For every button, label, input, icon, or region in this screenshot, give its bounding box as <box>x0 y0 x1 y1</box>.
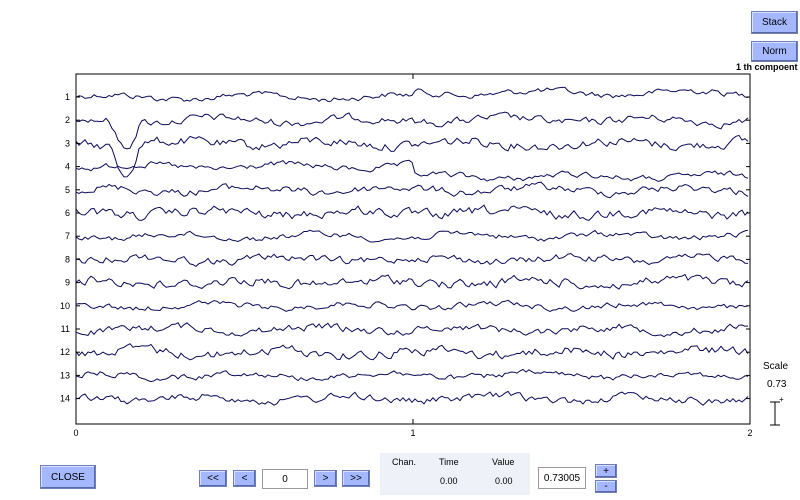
page-input[interactable]: 0 <box>262 469 308 489</box>
channel-label-12: 12 <box>60 347 70 357</box>
scale-decrease-button[interactable]: - <box>595 480 617 493</box>
close-button[interactable]: CLOSE <box>40 465 96 489</box>
prev-page-button[interactable]: < <box>233 470 256 487</box>
last-page-button[interactable]: >> <box>342 470 370 487</box>
channel-label-7: 7 <box>65 231 70 241</box>
channel-label-1: 1 <box>65 92 70 102</box>
channel-trace-2 <box>75 111 749 150</box>
chan-header: Chan. <box>392 457 417 467</box>
channel-trace-5 <box>75 181 749 199</box>
time-tick-label-1: 1 <box>410 428 415 438</box>
channel-trace-4 <box>75 159 749 182</box>
channel-label-6: 6 <box>65 208 70 218</box>
channel-label-11: 11 <box>61 324 70 334</box>
channel-trace-8 <box>75 253 749 268</box>
plot-frame <box>75 73 751 425</box>
time-header: Time <box>439 457 459 467</box>
channel-trace-10 <box>75 299 749 312</box>
time-tick-label-2: 2 <box>747 428 752 438</box>
value-header: Value <box>492 457 515 467</box>
svg-text:+: + <box>779 395 784 404</box>
channel-label-14: 14 <box>60 394 70 404</box>
channel-trace-1 <box>75 86 749 103</box>
channel-trace-6 <box>75 204 749 221</box>
channel-trace-7 <box>75 229 749 243</box>
channel-label-4: 4 <box>65 162 70 172</box>
channel-trace-12 <box>75 343 749 361</box>
channel-label-2: 2 <box>65 115 70 125</box>
next-page-button[interactable]: > <box>314 470 337 487</box>
time-tick-label-0: 0 <box>73 428 78 438</box>
scale-input[interactable]: 0.73005 <box>538 467 586 489</box>
channel-trace-13 <box>75 368 749 383</box>
scale-label: Scale <box>763 361 789 372</box>
channel-traces <box>75 86 749 406</box>
channel-label-8: 8 <box>65 254 70 264</box>
scale-increase-button[interactable]: + <box>595 464 617 478</box>
time-ticks: 0 1 2 <box>73 74 753 438</box>
channel-label-10: 10 <box>60 301 70 311</box>
cursor-readout-panel <box>380 453 530 495</box>
scale-value: 0.73 <box>767 379 787 390</box>
channel-label-13: 13 <box>60 370 70 380</box>
channel-trace-14 <box>76 390 749 406</box>
channel-trace-11 <box>75 322 749 338</box>
scale-bar: + <box>770 395 784 426</box>
channel-label-3: 3 <box>65 138 70 148</box>
component-title: 1 th compoent <box>736 62 798 72</box>
time-readout: 0.00 <box>440 476 458 486</box>
channel-label-5: 5 <box>65 185 70 195</box>
channel-label-9: 9 <box>65 278 70 288</box>
channel-trace-3 <box>75 134 749 178</box>
value-readout: 0.00 <box>495 476 513 486</box>
first-page-button[interactable]: << <box>199 470 227 487</box>
stack-button[interactable]: Stack <box>751 11 798 34</box>
channel-trace-9 <box>75 273 749 290</box>
norm-button[interactable]: Norm <box>751 41 798 62</box>
